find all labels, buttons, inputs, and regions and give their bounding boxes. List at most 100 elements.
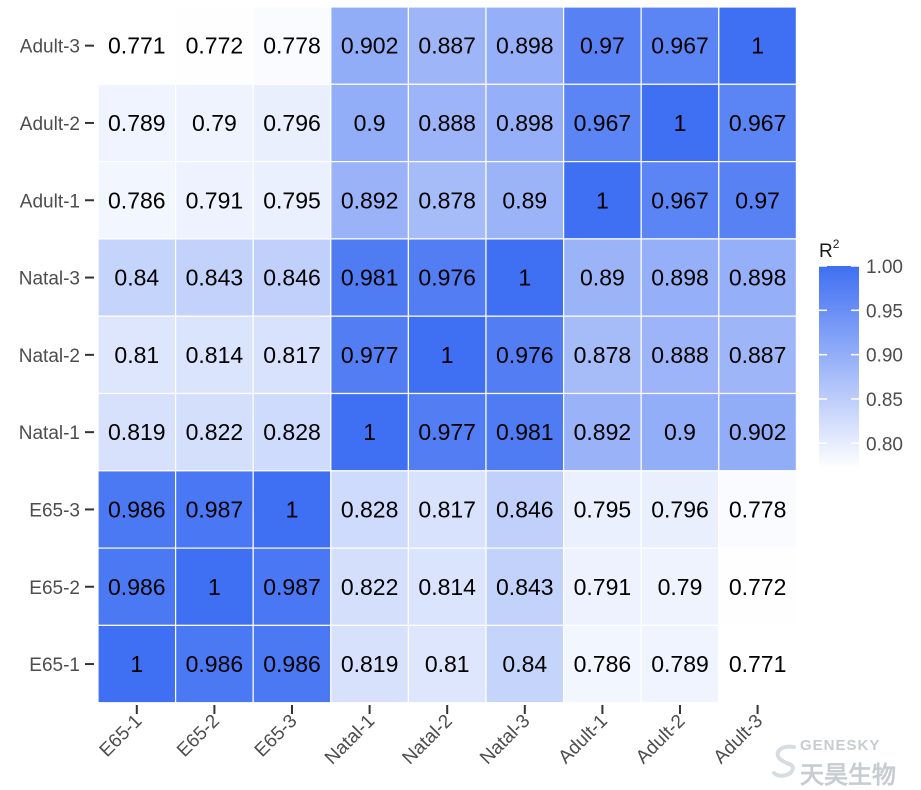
legend-ticks: 1.00 0.95 0.90 0.85 0.80: [819, 257, 903, 455]
cell-value-label: 1: [286, 496, 299, 522]
cell-value-label: 0.898: [651, 265, 709, 291]
heatmap-cell: [640, 6, 720, 85]
y-tick-label: Adult-2: [20, 114, 80, 135]
cell-value-label: 0.814: [186, 342, 244, 368]
cell-value-label: 0.981: [496, 419, 554, 445]
heatmap-cell: [97, 6, 177, 85]
cell-value-label: 1: [674, 110, 687, 136]
cell-value-label: 0.892: [574, 419, 632, 445]
heatmap-cell: [252, 624, 332, 704]
cell-value-label: 0.84: [502, 651, 547, 677]
watermark-name: 天昊生物: [800, 761, 896, 789]
cell-value-label: 0.898: [496, 110, 554, 136]
heatmap-cell: [252, 547, 332, 626]
heatmap-cell: [485, 547, 565, 626]
cell-value-label: 0.898: [729, 265, 787, 291]
legend-tick-label: 0.80: [866, 434, 903, 455]
y-tick-label: E65-2: [29, 578, 80, 599]
x-tick-label: E65-3: [251, 711, 302, 762]
cell-value-label: 0.846: [496, 496, 554, 522]
heatmap-cell: [252, 315, 332, 395]
legend-tick-label: 0.90: [866, 346, 903, 367]
cell-value-label: 0.772: [729, 574, 787, 600]
cell-value-label: 0.786: [108, 187, 166, 213]
legend-tick-label: 1.00: [866, 257, 903, 278]
cell-value-label: 0.778: [263, 33, 321, 59]
cell-value-label: 0.817: [263, 342, 321, 368]
cell-value-label: 0.97: [580, 33, 625, 59]
heatmap-cell: [330, 624, 409, 704]
cell-value-label: 0.778: [729, 496, 787, 522]
x-tick-label: Adult-3: [710, 711, 767, 768]
cell-value-label: 0.786: [574, 651, 632, 677]
cell-value-label: 0.986: [186, 651, 244, 677]
heatmap-cell: [252, 161, 332, 240]
color-legend: R2 1.00 0.95 0.90 0.85 0.80: [819, 237, 903, 469]
cell-value-label: 0.843: [186, 265, 244, 291]
heatmap-cell: [562, 161, 642, 240]
cell-value-label: 0.976: [496, 342, 554, 368]
y-tick-label: Adult-1: [20, 191, 80, 212]
x-tick-label: Adult-2: [632, 711, 689, 768]
heatmap-cell: [252, 83, 332, 163]
cell-value-label: 0.89: [580, 265, 625, 291]
heatmap-cell: [407, 392, 487, 472]
heatmap-cell: [330, 547, 409, 626]
watermark-brand: GENESKY: [800, 737, 881, 754]
cell-value-label: 0.987: [186, 496, 244, 522]
heatmap-cell: [640, 83, 720, 163]
legend-color-bar: [819, 266, 859, 469]
cell-value-label: 0.796: [651, 496, 709, 522]
heatmap-cell: [97, 238, 177, 317]
heatmap-cell: [718, 238, 797, 317]
heatmap-cell: [330, 315, 409, 395]
cell-value-label: 0.772: [186, 33, 244, 59]
cell-value-label: 0.986: [263, 651, 321, 677]
cell-value-label: 0.771: [729, 651, 787, 677]
heatmap-cell: [485, 624, 565, 704]
heatmap-cell: [175, 624, 254, 704]
cell-value-label: 0.79: [192, 110, 237, 136]
y-tick-label: Adult-3: [20, 37, 80, 58]
heatmap-cell: [175, 161, 254, 240]
heatmap-cell: [175, 315, 254, 395]
heatmap-cell: [407, 161, 487, 240]
y-tick-label: Natal-3: [19, 269, 80, 290]
heatmap-cell: [175, 6, 254, 85]
cell-value-label: 0.846: [263, 265, 321, 291]
heatmap-cell: [97, 547, 177, 626]
cell-value-label: 1: [596, 187, 609, 213]
heatmap-cell: [407, 470, 487, 549]
y-axis: Adult-3 Adult-2 Adult-1 Natal-3 Natal-2 Natal…: [19, 37, 94, 676]
cell-value-label: 0.89: [502, 187, 547, 213]
cell-value-label: 0.789: [108, 110, 166, 136]
heatmap-cell: [97, 83, 177, 163]
cell-value-label: 0.795: [574, 496, 632, 522]
cell-value-label: 0.97: [735, 187, 780, 213]
heatmap-cell: [97, 315, 177, 395]
heatmap-cell: [252, 392, 332, 472]
heatmap-cell: [562, 547, 642, 626]
cell-value-label: 0.771: [108, 33, 166, 59]
x-tick-label: Natal-3: [476, 711, 534, 769]
heatmap-cell: [252, 6, 332, 85]
cell-value-label: 0.828: [263, 419, 321, 445]
cell-value-label: 0.843: [496, 574, 554, 600]
heatmap-cell: [562, 470, 642, 549]
heatmap-cell: [718, 392, 797, 472]
cell-value-label: 0.795: [263, 187, 321, 213]
heatmap-cell: [718, 315, 797, 395]
heatmap-cell: [175, 470, 254, 549]
cell-value-label: 0.81: [425, 651, 470, 677]
cell-value-label: 0.81: [114, 342, 159, 368]
legend-tick-label: 0.85: [866, 390, 903, 411]
cell-value-label: 0.817: [418, 496, 476, 522]
cell-value-label: 1: [130, 651, 143, 677]
cell-value-label: 0.887: [729, 342, 787, 368]
heatmap-cell: [407, 547, 487, 626]
heatmap-cell: [175, 238, 254, 317]
heatmap-cell: [718, 83, 797, 163]
heatmap-cell: [718, 624, 797, 704]
heatmap-cell: [330, 6, 409, 85]
heatmap-cell: [562, 315, 642, 395]
